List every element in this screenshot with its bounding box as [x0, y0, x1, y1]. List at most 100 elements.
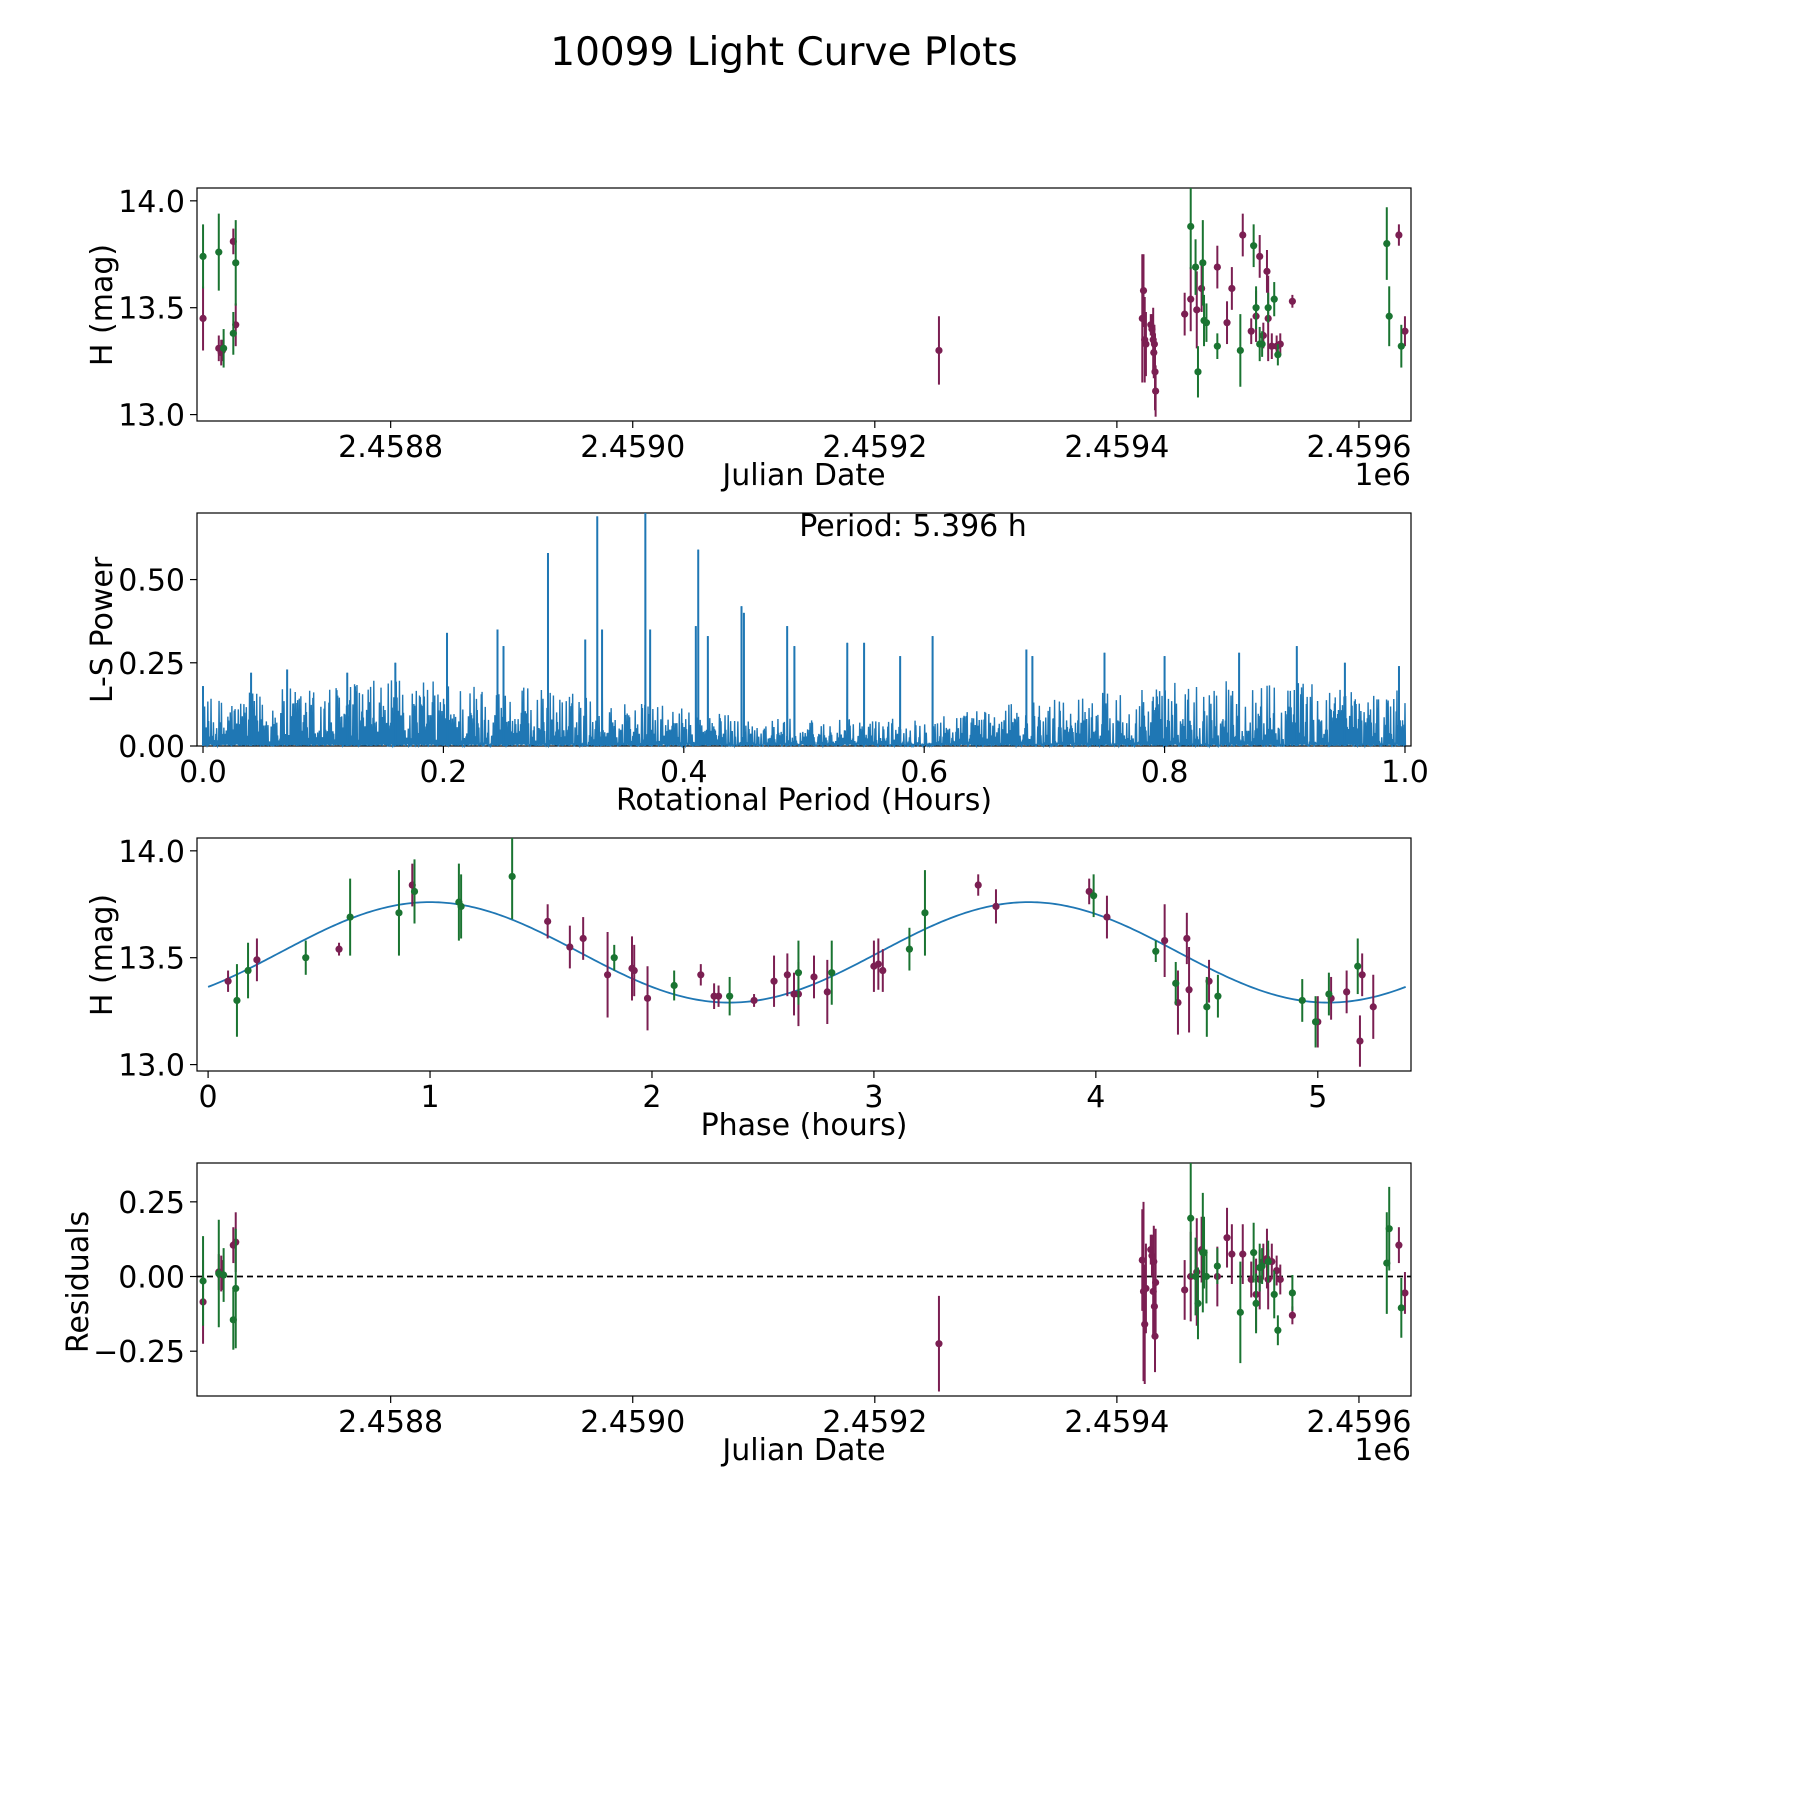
x-tick-label: 0.8	[1141, 755, 1189, 790]
x-tick-label: 0.6	[900, 755, 948, 790]
fit-curve	[207, 901, 1406, 1004]
data-point	[670, 981, 678, 990]
power-spectrum-line	[201, 512, 1407, 749]
data-point	[630, 966, 638, 975]
x-tick-label: 2.4592	[822, 430, 927, 465]
x-tick-label: 2.4588	[338, 1405, 443, 1440]
x-ticks: 2.4588 2.4590 2.4592 2.4594 2.4596	[338, 1396, 1411, 1440]
data-point	[750, 996, 758, 1005]
data-point	[1250, 242, 1258, 250]
data-point	[1223, 319, 1231, 327]
data-point	[1185, 986, 1193, 994]
data-point	[1247, 327, 1255, 335]
data-point	[1236, 1308, 1244, 1316]
data-point	[410, 887, 419, 896]
data-point	[1090, 892, 1098, 900]
data-point	[714, 992, 723, 1000]
data-point	[1383, 239, 1391, 248]
x-ticks: 2.4588 2.4590 2.4592 2.4594 2.4596	[338, 421, 1411, 465]
data-point	[1213, 1262, 1221, 1270]
data-point	[1263, 267, 1271, 275]
x-tick-label: 2	[642, 1080, 661, 1115]
data-point	[233, 996, 241, 1005]
data-point	[1256, 252, 1264, 261]
y-axis-label: Residuals	[61, 1211, 96, 1353]
data-point	[1199, 259, 1207, 267]
data-point	[823, 988, 831, 996]
panel-residuals: 2.4588 2.4590 2.4592 2.4594 2.4596 −0.25 0.00…	[61, 1162, 1412, 1468]
data-point	[1161, 937, 1169, 945]
x-offset-label: 1e6	[1354, 1433, 1411, 1468]
x-axis-label: Julian Date	[720, 1433, 885, 1468]
y-tick-label: 0.25	[118, 647, 185, 682]
data-point	[1203, 1003, 1211, 1011]
data-point	[1354, 962, 1362, 970]
data-point	[1274, 351, 1282, 359]
data-point	[1103, 913, 1111, 921]
data-point	[1356, 1037, 1364, 1045]
data-point	[603, 971, 612, 979]
data-point	[508, 872, 516, 881]
data-point	[1274, 1326, 1282, 1334]
data-point	[643, 994, 652, 1002]
data-point	[1152, 947, 1160, 955]
plot-area	[196, 1162, 1412, 1397]
data-point	[335, 945, 343, 953]
data-point	[1252, 1299, 1260, 1307]
x-ticks: 0 1 2 3 4 5	[199, 1071, 1327, 1115]
y-tick-label: 13.0	[118, 1049, 185, 1084]
data-point	[232, 1284, 240, 1293]
data-point	[935, 346, 943, 355]
x-ticks: 0.0 0.2 0.4 0.6 0.8 1.0	[179, 746, 1429, 790]
data-point	[1397, 342, 1405, 350]
data-point	[346, 913, 354, 921]
data-point	[1213, 263, 1221, 271]
data-point	[1288, 1311, 1296, 1319]
x-tick-label: 2.4596	[1306, 430, 1411, 465]
data-point	[1288, 1289, 1296, 1297]
data-point	[1395, 231, 1403, 239]
data-point	[1152, 387, 1160, 395]
data-point	[199, 314, 207, 322]
data-point	[1198, 284, 1206, 293]
x-tick-label: 1	[420, 1080, 439, 1115]
data-point	[1223, 1234, 1231, 1242]
y-axis-label: L-S Power	[85, 556, 120, 703]
data-point	[1343, 988, 1351, 996]
plot-area	[196, 187, 1412, 422]
x-axis-label: Julian Date	[720, 458, 885, 493]
y-ticks: −0.25 0.00 0.25	[93, 1186, 197, 1370]
data-point	[1325, 990, 1333, 998]
data-point	[1193, 306, 1201, 314]
data-point	[1181, 1286, 1189, 1294]
data-point	[921, 909, 929, 917]
y-tick-label: 0.25	[118, 1186, 185, 1221]
data-point	[1202, 1272, 1211, 1281]
data-point	[220, 344, 228, 352]
data-point	[1228, 1250, 1236, 1258]
data-point	[1258, 1262, 1266, 1270]
x-tick-label: 2.4596	[1306, 1405, 1411, 1440]
data-point	[1259, 331, 1267, 340]
x-tick-label: 0.4	[660, 755, 708, 790]
x-tick-label: 1.0	[1381, 755, 1429, 790]
data-point	[1085, 887, 1093, 896]
x-axis-label: Rotational Period (Hours)	[616, 783, 992, 818]
data-point	[302, 954, 310, 962]
y-axis-label: H (mag)	[85, 244, 120, 366]
data-point	[1397, 1304, 1405, 1312]
data-point	[794, 969, 803, 977]
data-point	[1213, 342, 1221, 350]
data-point	[1385, 1225, 1393, 1233]
data-point	[544, 917, 552, 925]
y-tick-label: 14.0	[118, 185, 185, 220]
x-tick-label: 2.4594	[1064, 430, 1169, 465]
data-point	[1187, 222, 1195, 231]
data-point	[874, 960, 882, 968]
data-point	[220, 1271, 228, 1279]
data-point	[974, 881, 982, 889]
data-point	[1270, 295, 1278, 303]
y-tick-label: 0.00	[118, 1261, 185, 1296]
data-point	[935, 1340, 943, 1348]
data-point	[1191, 263, 1200, 271]
